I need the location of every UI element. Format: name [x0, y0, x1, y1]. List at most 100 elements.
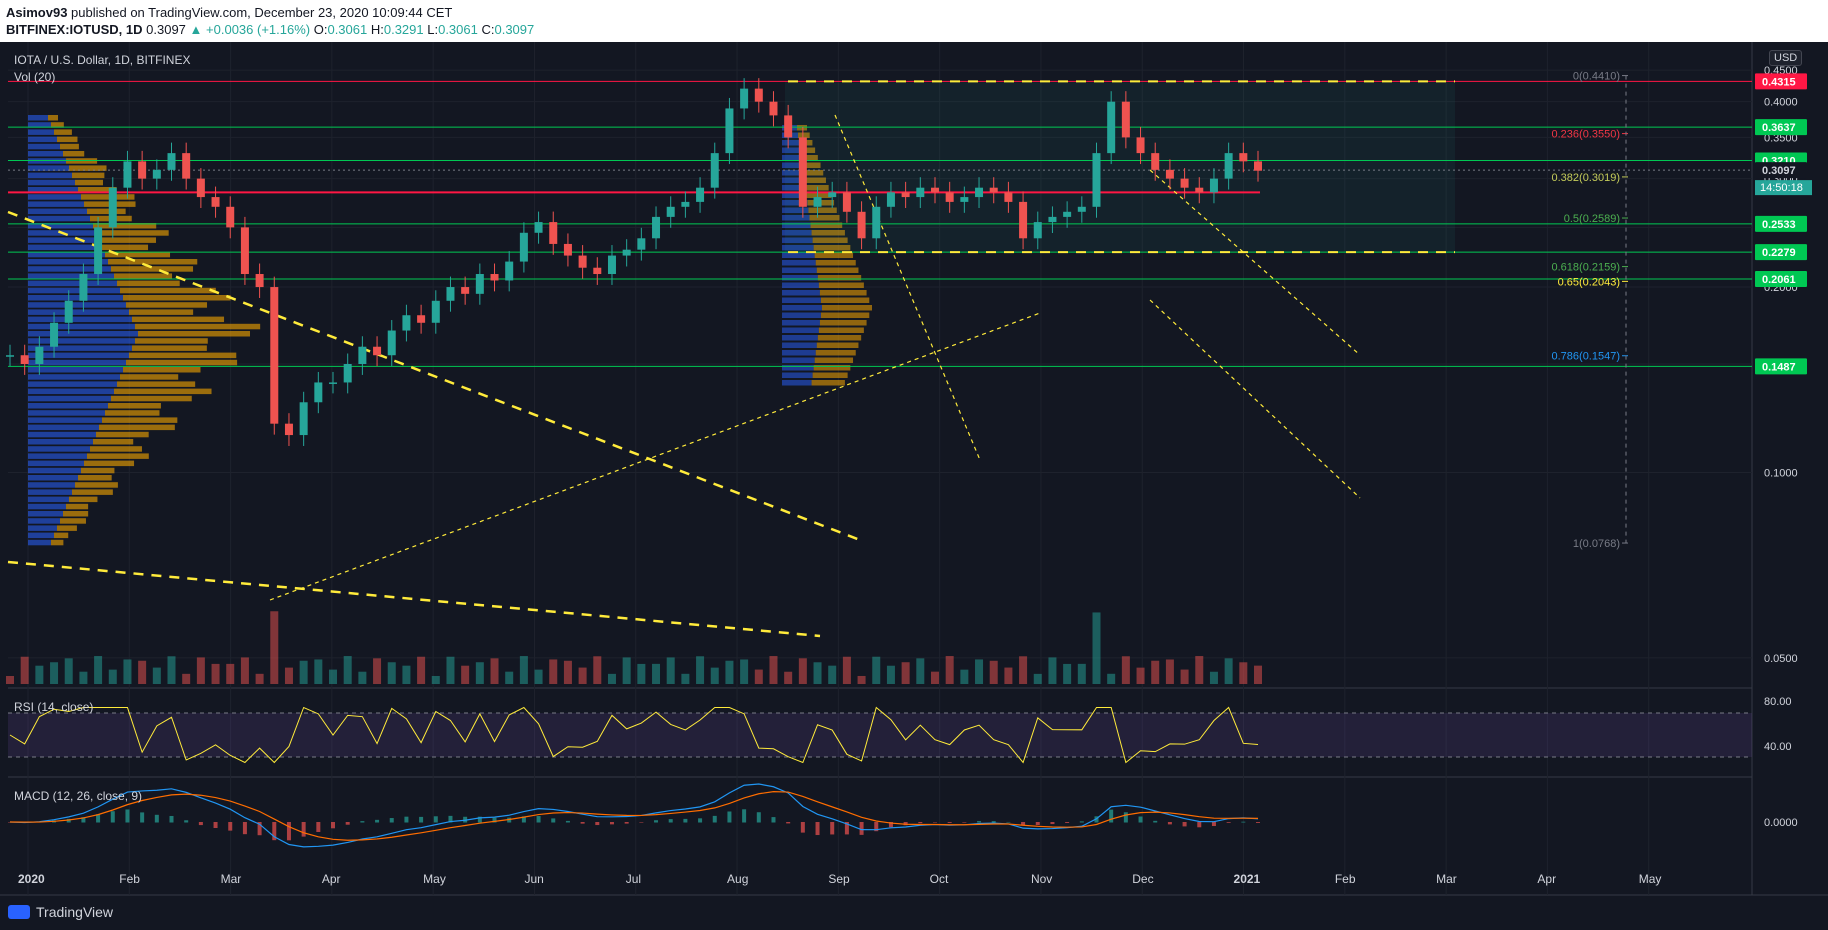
volume-profile-bar: [811, 230, 845, 236]
candle-body: [1195, 187, 1204, 193]
volume-profile-bar: [28, 122, 51, 128]
volume-profile-bar: [108, 403, 161, 409]
volume-profile-bar: [51, 122, 64, 128]
volume-profile-bar: [28, 439, 93, 445]
volume-profile-bar: [801, 155, 818, 161]
macd-histogram-bar: [1006, 821, 1011, 823]
macd-histogram-bar: [1211, 822, 1216, 827]
volume-bar: [226, 663, 235, 684]
macd-histogram-bar: [389, 818, 394, 823]
volume-profile-bar: [78, 475, 112, 481]
macd-histogram-bar: [1153, 820, 1158, 823]
volume-bar: [886, 665, 895, 684]
macd-histogram-bar: [213, 822, 218, 829]
macd-histogram-bar: [624, 822, 629, 824]
volume-bar: [916, 658, 925, 684]
volume-profile-bar: [28, 187, 78, 193]
tradingview-logo[interactable]: TradingView: [8, 904, 113, 920]
macd-tick-label: 0.0000: [1764, 817, 1798, 829]
publish-info: published on TradingView.com, December 2…: [71, 5, 453, 20]
chart-frame[interactable]: [0, 42, 1828, 930]
candle-body: [358, 346, 367, 364]
price-tag-label: 0.4315: [1762, 76, 1796, 88]
volume-profile-bar: [782, 200, 808, 206]
volume-profile-bar: [803, 170, 824, 176]
volume-profile-bar: [811, 380, 845, 386]
signal-line: [9, 791, 1259, 841]
price-tag-bg: [1755, 271, 1807, 288]
volume-bar: [578, 667, 587, 684]
volume-profile-bar: [822, 305, 872, 311]
volume-profile-bar: [93, 223, 157, 229]
currency-button[interactable]: USD: [1769, 50, 1803, 66]
macd-histogram-bar: [448, 815, 453, 823]
macd-histogram-bar: [918, 822, 923, 824]
volume-profile-bar: [28, 503, 66, 510]
macd-histogram-bar: [257, 822, 262, 836]
volume-profile-bar: [814, 357, 854, 363]
candle-body: [329, 382, 338, 384]
candle-body: [240, 227, 249, 275]
volume-profile-bar: [60, 143, 79, 150]
volume-profile-bar: [28, 287, 120, 294]
volume-bar: [123, 659, 132, 684]
macd-histogram-bar: [125, 809, 130, 823]
candle-body: [960, 197, 969, 202]
macd-histogram-bar: [565, 820, 570, 823]
price-tag-label: 0.2061: [1762, 274, 1796, 286]
volume-bar: [1180, 669, 1189, 684]
volume-bar: [593, 656, 602, 684]
candle-body: [50, 322, 59, 347]
volume-bar: [989, 660, 998, 684]
volume-profile-bar: [28, 532, 54, 539]
macd-histogram-bar: [140, 812, 145, 823]
macd-histogram-bar: [756, 812, 761, 823]
volume-bar: [549, 659, 558, 684]
volume-profile-bar: [782, 192, 807, 198]
volume-profile-bar: [90, 446, 142, 452]
volume-profile-bar: [126, 359, 238, 366]
volume-profile-bar: [28, 295, 123, 301]
trend-line: [834, 114, 981, 461]
price-tag-bg: [1755, 244, 1807, 261]
volume-profile-bar: [782, 365, 814, 371]
candle-body: [945, 192, 954, 202]
volume-bar: [1254, 665, 1262, 684]
x-tick-label: Mar: [1436, 872, 1457, 886]
volume-profile-bar: [117, 381, 196, 387]
candle-body: [607, 255, 616, 275]
volume-profile-bar: [817, 335, 862, 341]
volume-profile-bar: [99, 424, 175, 431]
macd-histogram-bar: [786, 822, 791, 824]
macd-histogram-bar: [360, 821, 365, 823]
author-name[interactable]: Asimov93: [6, 5, 68, 20]
volume-bar: [607, 673, 616, 684]
volume-profile-bar: [782, 230, 812, 236]
macd-histogram-bar: [1050, 822, 1055, 825]
macd-histogram-bar: [66, 818, 71, 823]
volume-profile-bar: [812, 372, 848, 378]
candle-body: [652, 216, 661, 239]
x-tick-label: Jul: [626, 872, 641, 886]
macd-histogram-bar: [345, 822, 350, 825]
macd-histogram-bar: [1167, 822, 1172, 825]
candle-body: [6, 355, 14, 357]
volume-bar: [1048, 657, 1057, 684]
macd-histogram-bar: [169, 815, 174, 823]
candle-body: [710, 153, 719, 188]
macd-histogram-bar: [727, 811, 732, 823]
countdown-bg: [1755, 180, 1812, 196]
volume-profile-bar: [28, 410, 105, 416]
candle-body: [1239, 153, 1248, 162]
volume-profile-bar: [48, 115, 58, 121]
volume-profile-bar: [57, 136, 78, 143]
volume-profile-bar: [120, 287, 216, 294]
candle-body: [916, 187, 925, 198]
macd-histogram-bar: [800, 822, 805, 833]
volume-bar: [461, 665, 470, 684]
candle-body: [461, 287, 470, 294]
rsi-tick-label: 80.00: [1764, 696, 1792, 708]
candle-body: [930, 187, 939, 193]
macd-histogram-bar: [771, 817, 776, 823]
